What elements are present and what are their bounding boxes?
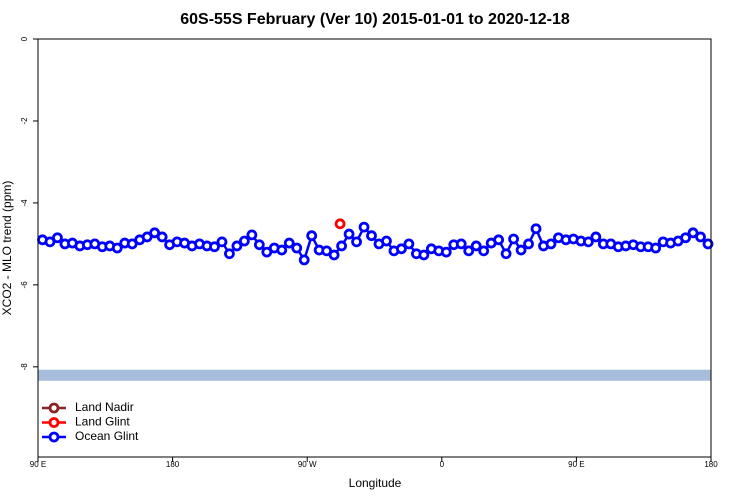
point	[209, 241, 220, 253]
point	[440, 246, 452, 258]
point	[336, 240, 347, 252]
point	[283, 237, 295, 249]
point	[298, 254, 310, 266]
point	[590, 231, 602, 243]
legend-label: Land Nadir	[75, 400, 134, 414]
point	[515, 244, 527, 256]
y-axis-label: XCO2 - MLO trend (ppm)	[0, 181, 14, 316]
point	[396, 243, 407, 255]
point	[231, 240, 243, 252]
point	[246, 229, 258, 241]
legend-marker	[48, 417, 60, 428]
y-tick-label: -2	[20, 117, 29, 125]
point	[523, 238, 534, 250]
point	[493, 234, 505, 246]
point	[381, 235, 392, 247]
point	[695, 231, 706, 243]
x-tick-label: 180	[704, 460, 718, 469]
x-axis-label: Longitude	[349, 476, 402, 490]
point	[358, 221, 370, 233]
x-tick-label: 90 W	[298, 460, 317, 469]
coverage-band	[38, 369, 711, 381]
point	[403, 238, 415, 250]
point	[351, 236, 362, 248]
y-tick-label: -4	[20, 199, 29, 207]
point	[216, 236, 228, 248]
point	[224, 248, 235, 260]
point	[470, 240, 482, 252]
point	[156, 231, 168, 243]
point	[508, 233, 519, 245]
point	[52, 232, 63, 244]
chart-title: 60S-55S February (Ver 10) 2015-01-01 to …	[180, 11, 570, 28]
point	[680, 232, 691, 244]
point	[530, 223, 542, 235]
point	[238, 235, 250, 247]
point	[650, 242, 662, 254]
x-tick-label: 180	[166, 460, 180, 469]
y-tick-label: 0	[20, 36, 29, 41]
point	[343, 228, 355, 240]
point	[463, 245, 475, 257]
point	[328, 249, 340, 261]
x-tick-label: 90 E	[30, 460, 46, 469]
y-tick-label: -8	[20, 363, 29, 371]
x-tick-label: 90 E	[568, 460, 584, 469]
x-tick-label: 0	[440, 460, 445, 469]
y-tick-label: -6	[20, 281, 29, 289]
legend-marker	[48, 431, 60, 443]
plot-frame	[37, 38, 712, 458]
point	[334, 218, 346, 230]
point	[500, 248, 512, 260]
point	[582, 236, 594, 248]
point	[276, 244, 288, 256]
legend-label: Land Glint	[75, 415, 130, 429]
point	[418, 249, 430, 261]
point	[478, 245, 490, 257]
legend-label: Ocean Glint	[75, 429, 139, 443]
point	[366, 230, 377, 242]
point	[291, 242, 303, 254]
point	[455, 238, 467, 250]
point	[702, 238, 714, 250]
point	[111, 242, 123, 254]
legend-marker	[48, 402, 60, 414]
point	[545, 238, 557, 250]
point	[253, 239, 265, 251]
point	[306, 230, 318, 242]
